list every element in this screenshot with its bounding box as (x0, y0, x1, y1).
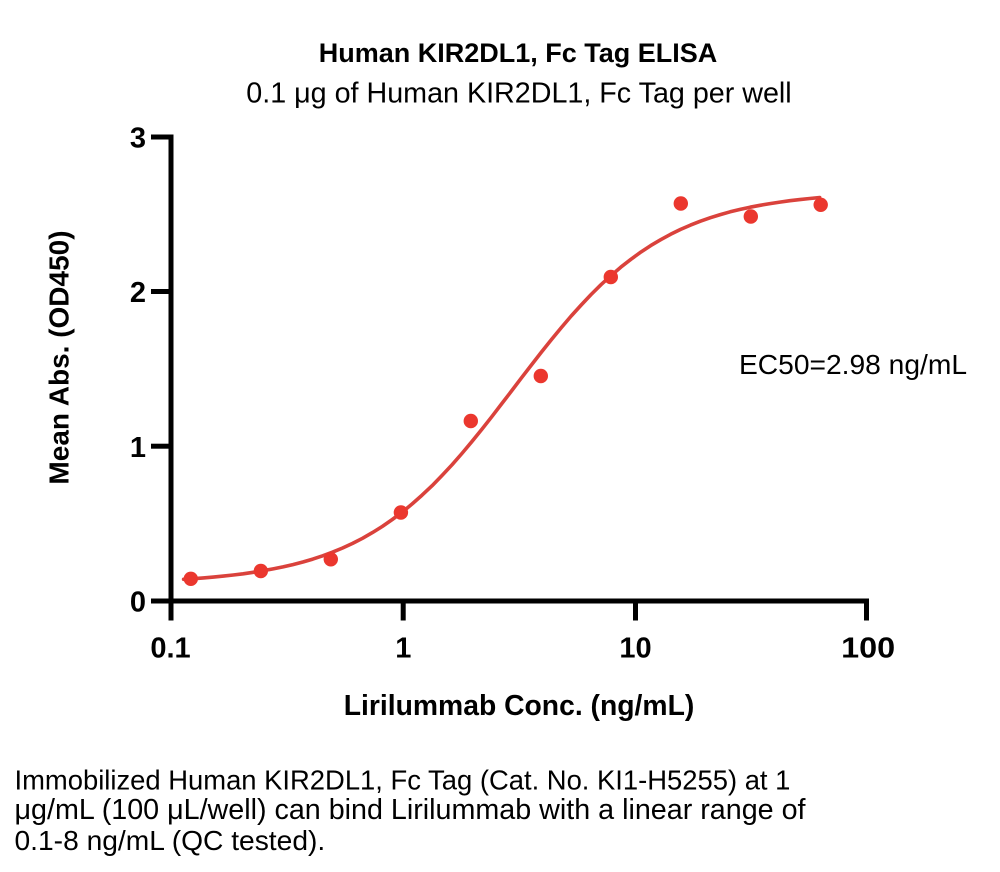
svg-text:Mean Abs. (OD450): Mean Abs. (OD450) (44, 230, 75, 484)
svg-text:EC50=2.98 ng/mL: EC50=2.98 ng/mL (739, 348, 967, 380)
svg-text:0.1: 0.1 (150, 633, 190, 665)
svg-text:Immobilized Human KIR2DL1, Fc: Immobilized Human KIR2DL1, Fc Tag (Cat. … (15, 765, 791, 796)
svg-text:0.1 μg of Human KIR2DL1, Fc Ta: 0.1 μg of Human KIR2DL1, Fc Tag per well (246, 78, 791, 110)
svg-text:2: 2 (130, 277, 146, 309)
svg-text:10: 10 (619, 633, 651, 665)
svg-text:0.1-8 ng/mL (QC tested).: 0.1-8 ng/mL (QC tested). (15, 824, 326, 856)
svg-text:0: 0 (130, 587, 146, 619)
svg-text:μg/mL (100 μL/well) can bind L: μg/mL (100 μL/well) can bind Lirilummab … (15, 794, 807, 826)
svg-text:3: 3 (130, 123, 146, 155)
svg-text:100: 100 (841, 633, 895, 665)
svg-text:Human KIR2DL1, Fc Tag ELISA: Human KIR2DL1, Fc Tag ELISA (319, 38, 718, 68)
svg-text:Lirilummab Conc. (ng/mL): Lirilummab Conc. (ng/mL) (344, 689, 695, 721)
svg-text:1: 1 (130, 432, 146, 464)
svg-text:1: 1 (395, 633, 411, 665)
